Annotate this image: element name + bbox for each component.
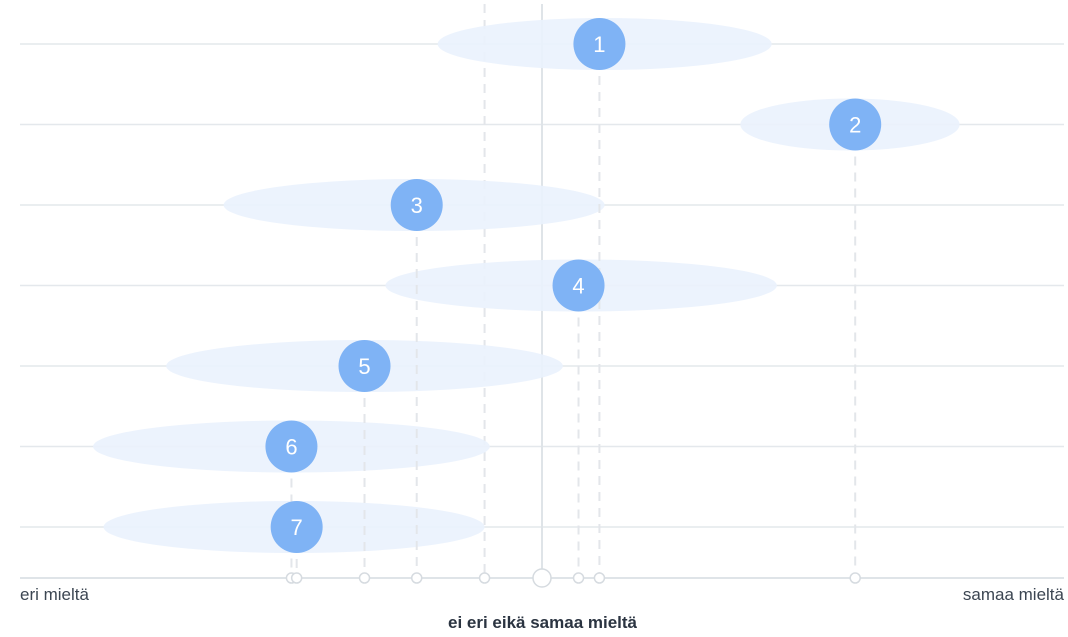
item-marker	[390, 179, 443, 231]
neutral-axis-marker	[532, 568, 552, 588]
item-marker-label: 3	[411, 193, 423, 218]
item-marker-label: 1	[593, 32, 605, 57]
axis-tick-marker	[849, 572, 861, 584]
item-marker	[338, 340, 391, 392]
item-marker	[829, 98, 882, 151]
item-marker	[573, 18, 626, 70]
item-marker-label: 7	[291, 515, 303, 540]
scale-label-disagree: eri mieltä	[20, 585, 89, 604]
axis-tick-marker	[572, 572, 585, 584]
axis-tick-marker	[478, 572, 491, 584]
item-marker-label: 4	[572, 274, 584, 299]
scale-label-agree: samaa mieltä	[962, 585, 1064, 604]
axis-tick-marker	[593, 572, 606, 584]
axis-tick-marker	[358, 572, 371, 584]
item-marker-label: 6	[285, 435, 297, 460]
item-marker	[552, 259, 605, 312]
scale-label-neutral: ei eri eikä samaa mieltä	[447, 613, 638, 632]
axis-tick-marker	[290, 572, 303, 584]
axis-tick-marker	[410, 572, 423, 584]
item-marker-label: 2	[849, 113, 861, 138]
item-marker-label: 5	[358, 354, 370, 379]
item-marker	[265, 420, 318, 473]
item-marker	[270, 501, 323, 553]
